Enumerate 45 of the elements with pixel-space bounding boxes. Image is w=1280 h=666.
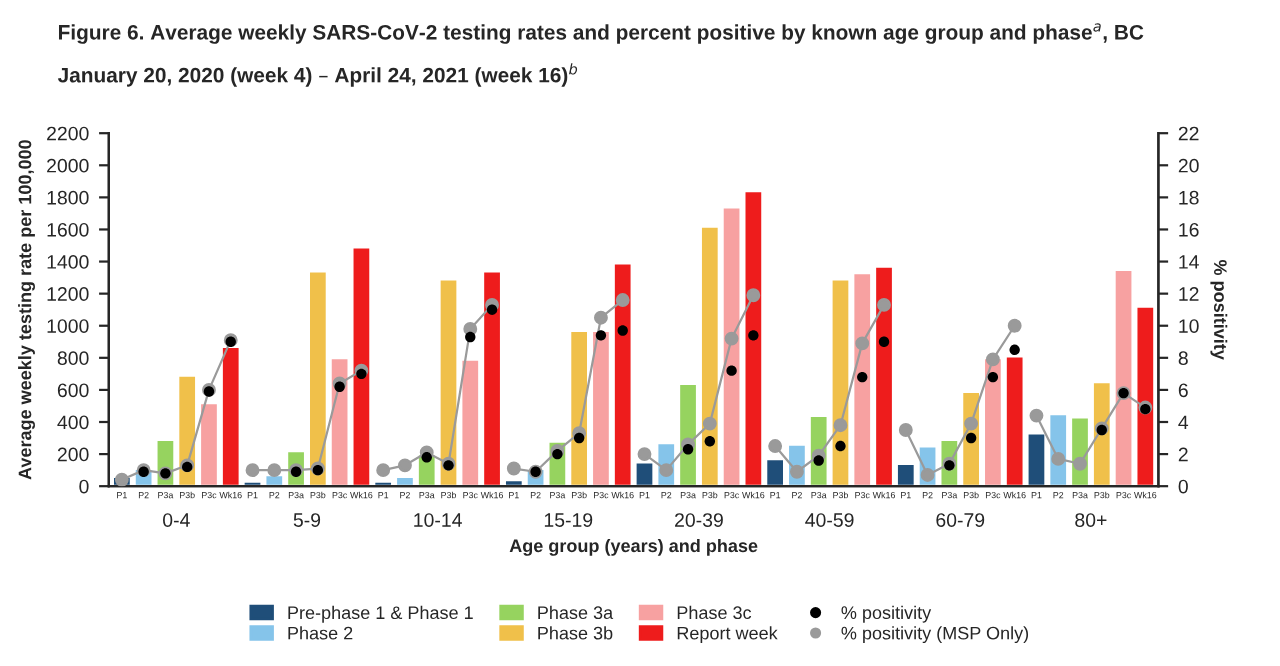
text: 80+: [1075, 513, 1107, 527]
legend-label: Phase 3c: [677, 605, 752, 620]
legend-label: Phase 3a: [538, 605, 614, 620]
y-tick-label: 200: [57, 447, 89, 462]
chart-subtitle: January 20, 2020 (week 4) – April 24, 2021 (week 16)$^{b}$: [57, 63, 578, 87]
y2-tick-label: 22: [1178, 126, 1199, 141]
text: 40-59: [805, 513, 854, 527]
y2-tick-label: 0: [1178, 479, 1188, 494]
y-tick-label: 600: [57, 383, 89, 398]
y2-tick-label: 4: [1178, 415, 1189, 430]
y-axis-title: Average weekly testing rate per 100,000: [18, 140, 35, 480]
y2-tick-label: 12: [1179, 287, 1199, 301]
y-tick-label: 400: [57, 415, 89, 430]
text: 5-9: [293, 513, 321, 527]
text: 60-79: [936, 513, 985, 527]
y-tick-label: 1600: [47, 222, 89, 237]
legend-label: Pre-phase 1 & Phase 1: [288, 605, 473, 623]
y-tick-label: 2000: [47, 158, 89, 173]
x-axis-title: Age group (years) and phase: [509, 538, 758, 556]
y2-tick-label: 20: [1178, 158, 1199, 173]
y-tick-label: 1400: [47, 255, 89, 269]
y2-tick-label: 18: [1179, 190, 1199, 205]
y2-axis-title: % positivity: [1210, 259, 1228, 360]
legend-label: % positivity: [841, 605, 932, 623]
y2-tick-label: 14: [1179, 255, 1199, 269]
chart-title: Figure 6. Average weekly SARS-CoV-2 testing rates and percent positive by known age group and phase$^{a}$, BC: [58, 23, 1144, 44]
y-tick-label: 1800: [47, 190, 89, 205]
y-tick-label: 1000: [47, 319, 89, 333]
legend-label: % positivity (MSP Only): [841, 626, 1029, 644]
text: 10-14: [414, 513, 462, 527]
y2-tick-label: 16: [1179, 222, 1199, 237]
legend-label: Report week: [677, 626, 778, 644]
legend-label: Phase 2: [288, 626, 353, 640]
y-tick-label: 800: [57, 351, 89, 366]
y2-tick-label: 8: [1178, 351, 1188, 366]
text: 15-19: [544, 513, 593, 527]
y-tick-label: 1200: [47, 287, 89, 301]
text: 20-39: [675, 513, 723, 527]
text: 0-4: [163, 513, 190, 527]
y2-tick-label: 2: [1178, 447, 1188, 462]
legend-label: Phase 3b: [538, 626, 613, 640]
y-tick-label: 0: [79, 479, 89, 494]
y2-tick-label: 6: [1178, 383, 1188, 398]
y-tick-label: 2200: [47, 126, 89, 141]
y2-tick-label: 10: [1179, 319, 1199, 333]
